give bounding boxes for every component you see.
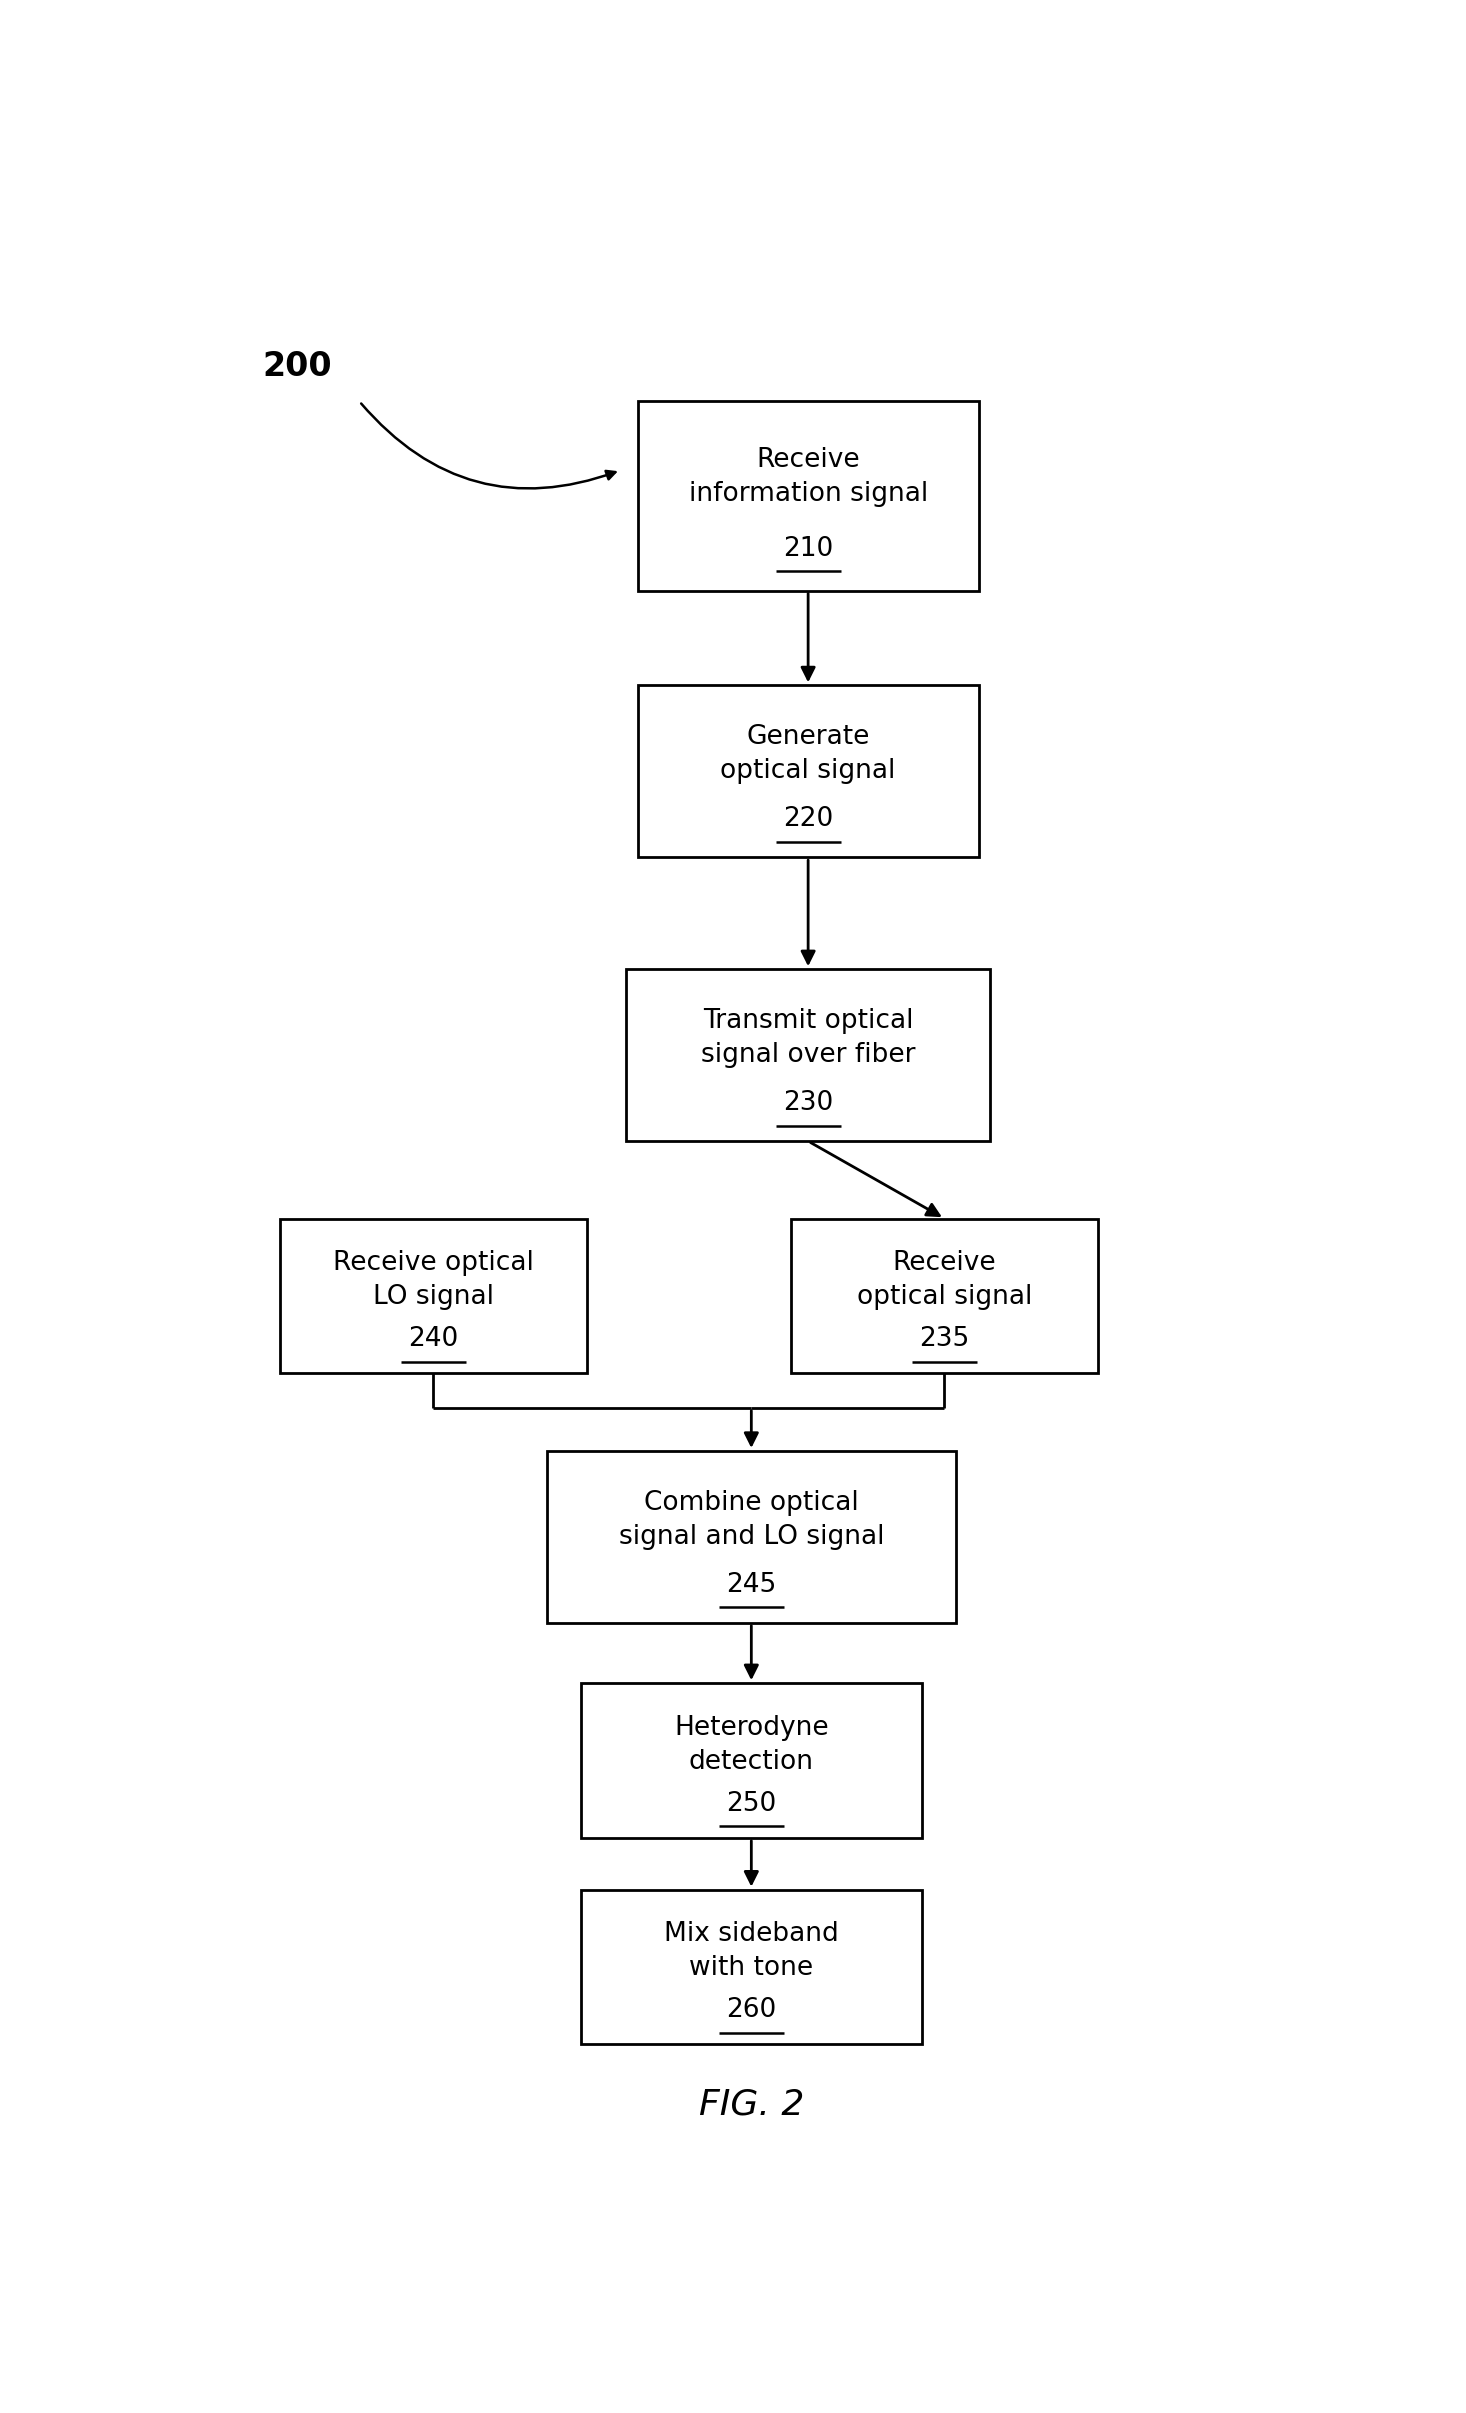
- Text: Combine optical
signal and LO signal: Combine optical signal and LO signal: [619, 1489, 884, 1549]
- FancyBboxPatch shape: [581, 1684, 922, 1839]
- Text: 210: 210: [783, 536, 833, 562]
- Text: FIG. 2: FIG. 2: [699, 2087, 803, 2121]
- Text: Receive
information signal: Receive information signal: [689, 446, 928, 507]
- Text: 220: 220: [783, 806, 833, 832]
- FancyBboxPatch shape: [792, 1219, 1098, 1373]
- Text: Receive optical
LO signal: Receive optical LO signal: [333, 1250, 534, 1310]
- Text: 245: 245: [726, 1571, 777, 1597]
- Text: Mix sideband
with tone: Mix sideband with tone: [664, 1921, 839, 1981]
- FancyBboxPatch shape: [280, 1219, 586, 1373]
- FancyBboxPatch shape: [626, 970, 990, 1141]
- Text: Receive
optical signal: Receive optical signal: [856, 1250, 1032, 1310]
- Text: 240: 240: [408, 1327, 459, 1351]
- FancyBboxPatch shape: [638, 685, 979, 857]
- FancyBboxPatch shape: [581, 1889, 922, 2044]
- Text: Generate
optical signal: Generate optical signal: [720, 724, 896, 784]
- FancyBboxPatch shape: [638, 401, 979, 591]
- Text: Transmit optical
signal over fiber: Transmit optical signal over fiber: [701, 1009, 915, 1069]
- Text: 235: 235: [919, 1327, 969, 1351]
- Text: 230: 230: [783, 1091, 833, 1117]
- Text: 200: 200: [262, 350, 331, 384]
- Text: 250: 250: [726, 1790, 777, 1817]
- FancyArrowPatch shape: [361, 403, 616, 487]
- Text: 260: 260: [726, 1998, 777, 2022]
- Text: Heterodyne
detection: Heterodyne detection: [674, 1716, 828, 1776]
- FancyBboxPatch shape: [547, 1450, 956, 1624]
